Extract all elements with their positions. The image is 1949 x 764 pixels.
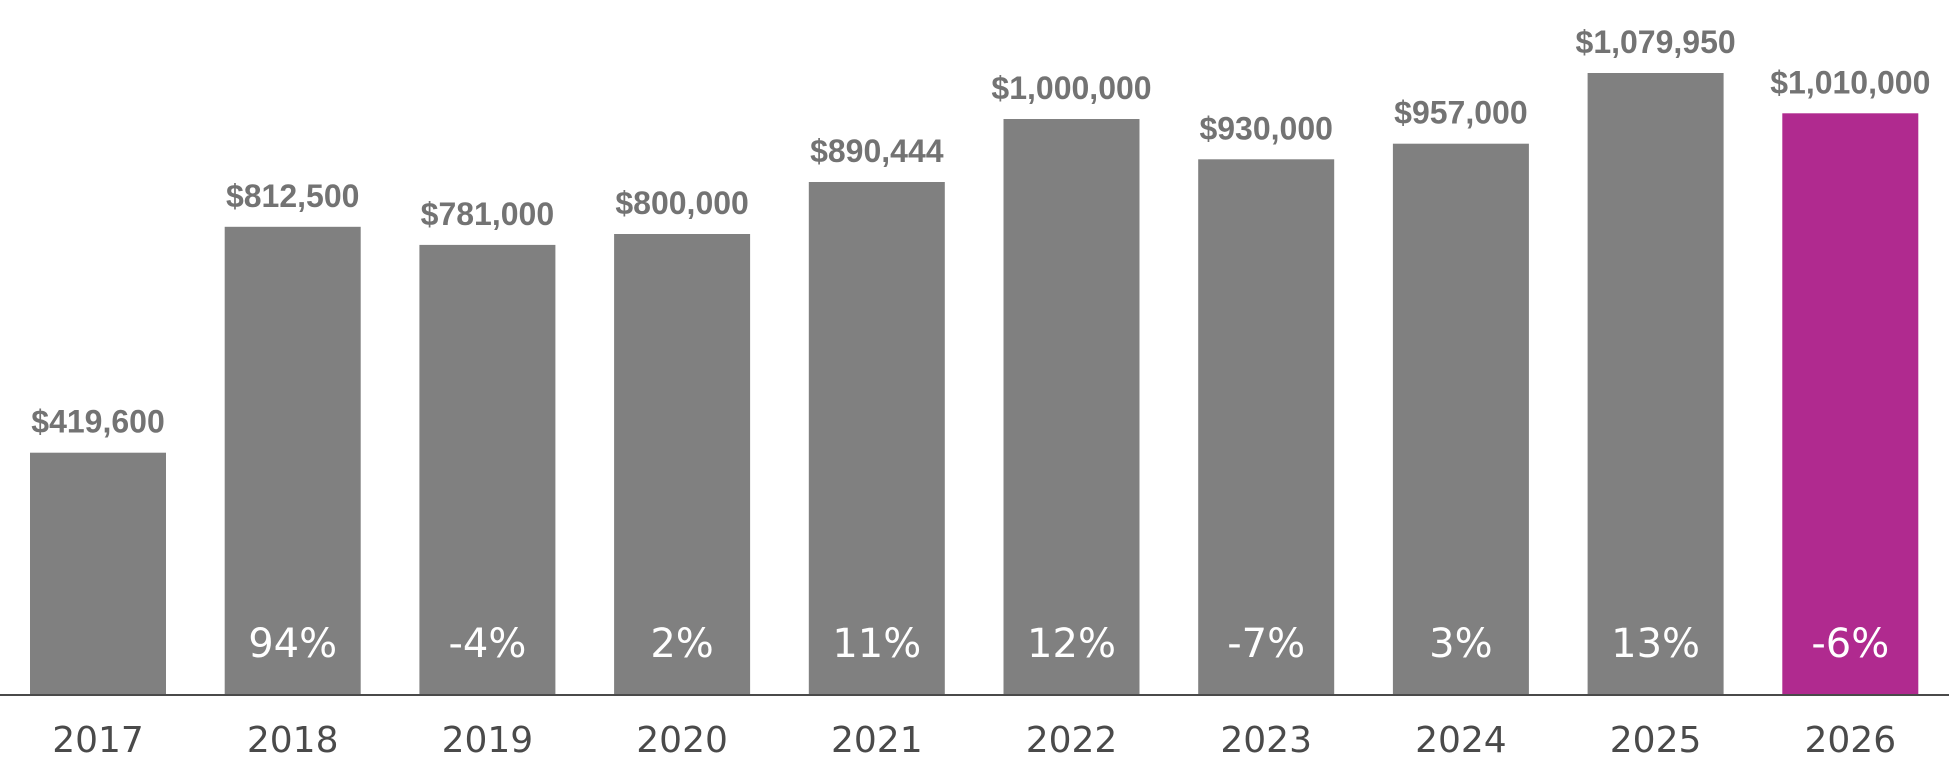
- value-label-2025: $1,079,950: [1576, 24, 1736, 60]
- x-tick-label-2020: 2020: [636, 720, 728, 761]
- change-label-2018: 94%: [248, 621, 337, 667]
- value-label-2019: $781,000: [421, 196, 554, 232]
- bar-2026: [1782, 113, 1919, 695]
- value-label-2021: $890,444: [810, 133, 944, 169]
- x-tick-label-2024: 2024: [1415, 720, 1507, 761]
- bar-2018: [224, 226, 361, 695]
- change-label-2021: 11%: [832, 621, 921, 667]
- x-tick-label-2025: 2025: [1610, 720, 1702, 761]
- value-label-2017: $419,600: [31, 404, 164, 440]
- value-label-2020: $800,000: [615, 185, 748, 221]
- value-label-2018: $812,500: [226, 178, 359, 214]
- value-label-2023: $930,000: [1199, 110, 1332, 146]
- bar-2024: [1392, 143, 1529, 694]
- x-tick-label-2021: 2021: [831, 720, 923, 761]
- bars-layer: [30, 73, 1919, 695]
- change-label-2023: -7%: [1227, 621, 1305, 667]
- x-tick-label-2017: 2017: [52, 720, 144, 761]
- change-label-2026: -6%: [1811, 621, 1889, 667]
- bar-2020: [614, 234, 751, 694]
- bar-2022: [1003, 119, 1140, 694]
- labels-layer: $419,600 2017 $812,500 94% 2018 $781,000 -4% 20…: [31, 24, 1930, 761]
- value-label-2022: $1,000,000: [991, 70, 1151, 106]
- x-tick-label-2018: 2018: [247, 720, 339, 761]
- change-label-2020: 2%: [650, 621, 713, 667]
- bar-2023: [1198, 159, 1335, 695]
- bar-2021: [808, 182, 945, 694]
- change-label-2019: -4%: [448, 621, 526, 667]
- change-label-2025: 13%: [1611, 621, 1700, 667]
- x-tick-label-2019: 2019: [442, 720, 534, 761]
- bar-2025: [1587, 73, 1724, 694]
- change-label-2024: 3%: [1429, 621, 1492, 667]
- x-tick-label-2026: 2026: [1804, 720, 1896, 761]
- change-label-2022: 12%: [1027, 621, 1116, 667]
- bar-2017: [30, 452, 166, 694]
- x-tick-label-2022: 2022: [1026, 720, 1118, 761]
- x-tick-label-2023: 2023: [1220, 720, 1312, 761]
- value-label-2026: $1,010,000: [1770, 64, 1930, 100]
- value-label-2024: $957,000: [1394, 95, 1527, 131]
- bar-2019: [419, 244, 556, 694]
